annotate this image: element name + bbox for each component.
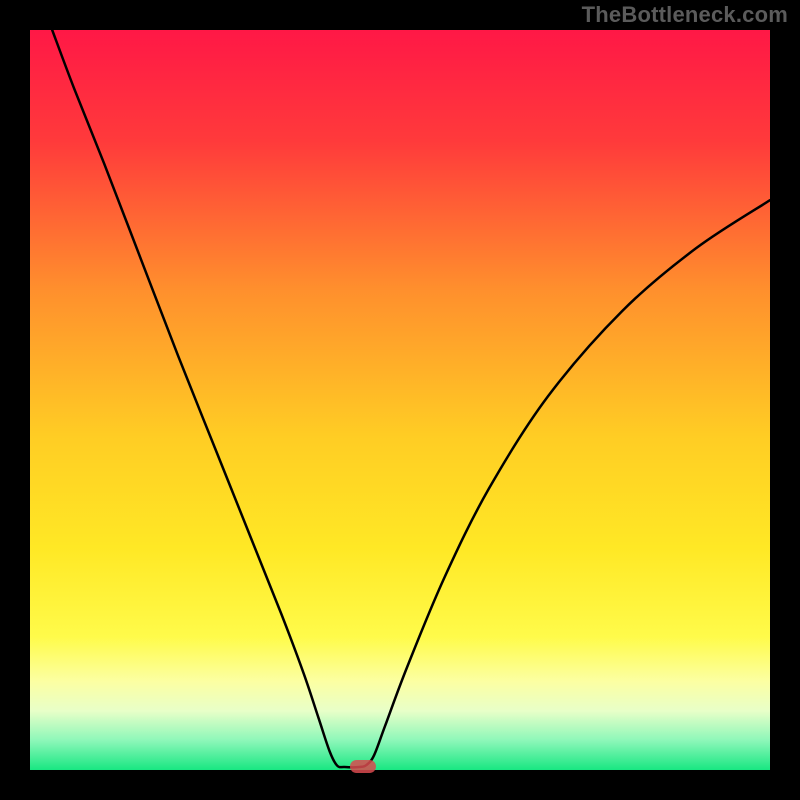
plot-svg: [30, 30, 770, 770]
gradient-background: [30, 30, 770, 770]
plot-area: [30, 30, 770, 770]
canvas-background: TheBottleneck.com: [0, 0, 800, 800]
watermark-text: TheBottleneck.com: [582, 2, 788, 28]
bottleneck-marker: [350, 760, 376, 773]
